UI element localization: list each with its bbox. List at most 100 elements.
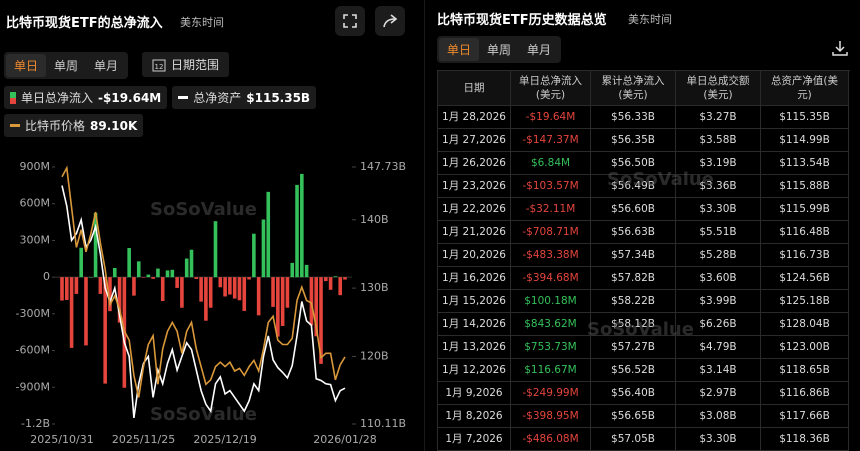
table-cell: -$249.99M (511, 382, 591, 405)
fullscreen-button[interactable] (335, 6, 365, 36)
table-row: 1月 28,2026 -$19.64M $56.33B $3.27B $115.35B (438, 106, 850, 129)
table-cell: -$708.71M (511, 221, 591, 244)
y-tick-label: -300M (16, 307, 50, 320)
table-row: 1月 27,2026 -$147.37M $56.35B $3.58B $114.99B (438, 129, 850, 152)
table-cell: -$394.68M (511, 267, 591, 290)
y2-tick-label: 147.73B (360, 160, 406, 173)
bar (300, 173, 304, 278)
table-cell: $116.73B (761, 244, 849, 267)
bar (232, 277, 237, 299)
x-tick-label: 2026/01/28 (313, 433, 376, 446)
bar (69, 277, 74, 348)
y2-tick-label: 110.11B (360, 417, 406, 430)
tab[interactable]: 单周 (487, 43, 512, 57)
table-cell: $56.60B (591, 198, 676, 221)
x-tick-label: 2025/11/25 (112, 433, 175, 446)
tab[interactable]: 单日 (6, 54, 47, 77)
table-cell: $56.49B (591, 175, 676, 198)
bar (141, 277, 146, 278)
tab[interactable]: 单周 (54, 59, 79, 73)
share-button[interactable] (375, 6, 405, 36)
table-cell: $4.79B (676, 336, 761, 359)
svg-text:12: 12 (155, 63, 164, 71)
legend-value: 89.10K (90, 118, 138, 133)
table-cell: 1月 13,2026 (438, 336, 511, 359)
column-header: 单日总成交额 (美元) (676, 71, 761, 106)
table-cell: $56.40B (591, 382, 676, 405)
x-tick-label: 2025/10/31 (30, 433, 93, 446)
table-cell: 1月 9,2026 (438, 382, 511, 405)
table-cell: $57.34B (591, 244, 676, 267)
divider (424, 0, 425, 451)
watermark: SoSoValue (150, 199, 257, 220)
table-cell: $100.18M (511, 290, 591, 313)
bar (242, 277, 247, 311)
y-tick-label: -600M (16, 344, 50, 357)
table-cell: $128.04B (761, 313, 849, 336)
watermark: SoSoValue (150, 404, 257, 425)
chart: SoSoValue SoSoValue 900M 600M 300M 0 -300M -600… (16, 160, 407, 446)
y-tick-label: 300M (20, 233, 51, 246)
bar (79, 247, 83, 278)
download-icon[interactable] (830, 38, 850, 58)
table-row: 1月 22,2026 -$32.11M $56.60B $3.30B $115.99B (438, 198, 850, 221)
bar (151, 277, 155, 279)
bar (252, 233, 256, 278)
period-tabs: 单日 单周 单月 (4, 52, 129, 79)
table-cell: $3.99B (676, 290, 761, 313)
column-header: 单日总净流入 (美元) (511, 71, 591, 106)
bar (237, 277, 242, 301)
table-cell: $113.54B (761, 152, 849, 175)
tab[interactable]: 单月 (527, 43, 552, 57)
tab[interactable]: 单月 (94, 59, 119, 73)
bar (160, 277, 165, 302)
bar (165, 270, 170, 278)
bar (309, 277, 314, 326)
bar (271, 277, 275, 307)
table-cell: $116.67M (511, 359, 591, 382)
legend-name: 总净资产 (193, 91, 242, 105)
bar (184, 258, 189, 278)
bar (280, 277, 285, 326)
column-header: 日期 (438, 71, 511, 106)
bar (127, 248, 131, 278)
y-tick-label: 0 (43, 270, 50, 283)
legend-item: 总净资产 $115.35B (172, 86, 317, 109)
bar (74, 277, 79, 294)
y2-tick-label: 120B (360, 349, 389, 362)
table-cell: $5.51B (676, 221, 761, 244)
table-cell: $3.14B (676, 359, 761, 382)
legend-swatch (10, 91, 16, 104)
bar (285, 277, 290, 308)
history-table: 日期 单日总净流入 (美元) 累计总净流入 (美元) 单日总成交额 (美元) 总资产净值… (437, 70, 850, 451)
legend-name: 单日总净流入 (21, 91, 94, 105)
date-range-button[interactable]: 12 日期范围 (142, 52, 230, 77)
legend-item: 比特币价格 89.10K (4, 114, 144, 137)
table-cell: 1月 26,2026 (438, 152, 511, 175)
table-cell: 1月 23,2026 (438, 175, 511, 198)
bar (338, 277, 343, 296)
table-header: 日期 单日总净流入 (美元) 累计总净流入 (美元) 单日总成交额 (美元) 总资产净值… (438, 71, 850, 106)
table-cell: 1月 15,2026 (438, 290, 511, 313)
table-row: 1月 8,2026 -$398.95M $56.65B $3.08B $117.66B (438, 405, 850, 428)
table-cell: $56.63B (591, 221, 676, 244)
table-cell: $115.88B (761, 175, 849, 198)
bar (156, 268, 160, 278)
tab[interactable]: 单日 (439, 38, 480, 61)
table-cell: $6.26B (676, 313, 761, 336)
bar (146, 274, 151, 278)
table-cell: $5.28B (676, 244, 761, 267)
table-cell: $56.35B (591, 129, 676, 152)
table-cell: $56.50B (591, 152, 676, 175)
y-tick-label: -1.2B (21, 417, 50, 430)
legend-value: $115.35B (246, 90, 311, 105)
table-row: 1月 7,2026 -$486.08M $57.05B $3.30B $118.36B (438, 428, 850, 451)
table-cell: $57.05B (591, 428, 676, 451)
bar (290, 262, 295, 278)
table-cell: $57.27B (591, 336, 676, 359)
table-cell: -$147.37M (511, 129, 591, 152)
table-cell: $58.12B (591, 313, 676, 336)
table-cell: $6.84M (511, 152, 591, 175)
table-cell: $118.36B (761, 428, 849, 451)
